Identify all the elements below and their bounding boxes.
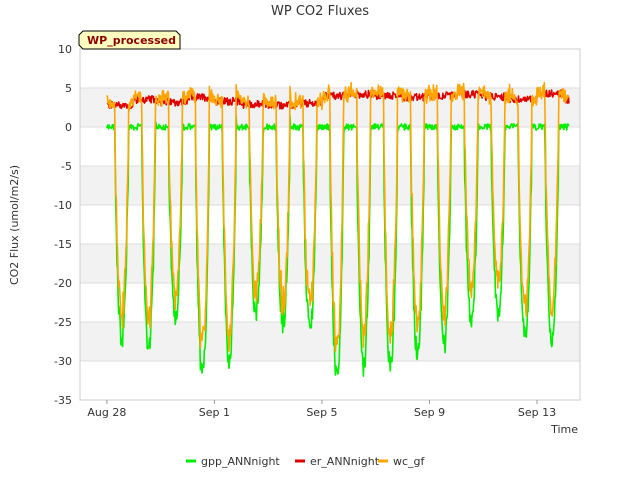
plot-area (79, 48, 581, 401)
y-tick-label: -5 (61, 160, 72, 173)
background-band (80, 283, 580, 322)
background-band (80, 361, 580, 400)
series-lines (106, 81, 570, 377)
series-line-er_ANNnight (106, 89, 570, 110)
x-tick-label: Sep 1 (199, 406, 230, 419)
legend-label-gpp_ANNnight: gpp_ANNnight (201, 455, 280, 468)
y-tick-label: -15 (54, 238, 72, 251)
x-tick-label: Aug 28 (87, 406, 126, 419)
legend-label-er_ANNnight: er_ANNnight (310, 455, 380, 468)
legend: gpp_ANNnight er_ANNnight wc_gf (186, 455, 426, 468)
x-axis-label: Time (550, 423, 578, 436)
x-tick-label: Sep 13 (518, 406, 556, 419)
x-tick-label: Sep 5 (306, 406, 337, 419)
badge-label: WP_processed (87, 34, 176, 47)
background-band (80, 244, 580, 283)
y-tick-label: -20 (54, 277, 72, 290)
y-tick-label: 0 (65, 121, 72, 134)
x-tick-label: Sep 9 (414, 406, 445, 419)
x-axis-ticks: Aug 28 Sep 1 Sep 5 Sep 9 Sep 13 (87, 400, 556, 419)
legend-label-wc_gf: wc_gf (393, 455, 426, 468)
wp-processed-badge: WP_processed (78, 30, 181, 50)
y-tick-label: -25 (54, 316, 72, 329)
background-band (80, 322, 580, 361)
y-tick-label: -30 (54, 355, 72, 368)
background-band (80, 49, 580, 88)
chart-title: WP CO2 Fluxes (271, 4, 369, 19)
y-tick-label: -10 (54, 199, 72, 212)
y-axis-ticks: 10 5 0 -5 -10 -15 -20 -25 -30 -35 (54, 43, 72, 407)
y-axis-label: CO2 Flux (umol/m2/s) (8, 165, 21, 285)
y-tick-label: 5 (65, 82, 72, 95)
badge-box (78, 30, 181, 50)
y-tick-label: -35 (54, 394, 72, 407)
y-tick-label: 10 (58, 43, 72, 56)
series-line-wc_gf (106, 81, 570, 353)
